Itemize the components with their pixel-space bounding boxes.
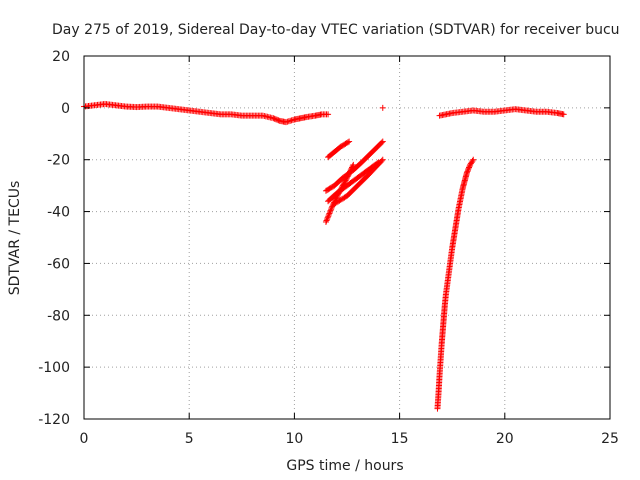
data-point (334, 191, 341, 198)
series-arc-h (434, 156, 477, 412)
axis-ticks (83, 55, 611, 420)
x-axis-label: GPS time / hours (286, 458, 403, 474)
grid (84, 56, 610, 419)
data-point (325, 111, 332, 118)
data-point (343, 176, 350, 183)
data-point (324, 214, 331, 221)
y-tick-label: 0 (61, 101, 70, 117)
data-point (335, 190, 342, 197)
data-point (348, 165, 355, 172)
x-tick-label: 20 (496, 431, 514, 447)
data-point (345, 170, 352, 177)
data-point (378, 139, 385, 146)
data-point (325, 213, 332, 220)
y-tick-label: -40 (47, 205, 70, 221)
data-point (466, 164, 473, 171)
data-point (271, 115, 278, 122)
x-tick-label: 0 (80, 431, 89, 447)
data-point (326, 210, 333, 217)
data-point (341, 178, 348, 185)
data-point (345, 172, 352, 179)
series-arc-a (81, 100, 332, 126)
x-tick-label: 10 (285, 431, 303, 447)
data-point (350, 161, 357, 168)
data-point (470, 156, 477, 163)
data-points (81, 100, 567, 412)
data-point (338, 185, 345, 192)
x-tick-label: 5 (185, 431, 194, 447)
data-point (326, 209, 333, 216)
data-point (274, 116, 281, 123)
data-point (379, 104, 386, 111)
data-point (272, 116, 279, 123)
y-tick-labels: 20 0 -20 -40 -60 -80 -100 -120 (38, 49, 70, 428)
data-point (342, 177, 349, 184)
data-point (349, 164, 356, 171)
data-point (327, 207, 334, 214)
plot-frame (83, 55, 611, 420)
data-point (346, 169, 353, 176)
data-point (341, 180, 348, 187)
data-point (347, 167, 354, 174)
y-tick-label: -80 (47, 308, 70, 324)
data-point (328, 206, 335, 213)
data-point (349, 163, 356, 170)
data-point (275, 117, 282, 124)
data-point (344, 174, 350, 181)
data-point (378, 157, 385, 164)
data-point (270, 115, 277, 122)
data-point (464, 167, 471, 174)
data-point (324, 216, 331, 223)
data-point (323, 217, 330, 224)
data-point (336, 189, 343, 196)
data-point (339, 182, 346, 189)
data-point (379, 156, 386, 163)
data-point (344, 173, 351, 180)
data-point (339, 183, 346, 190)
series-arc-i (436, 106, 567, 119)
series-arc-f (331, 156, 386, 207)
y-tick-label: -100 (38, 360, 70, 376)
data-point (560, 111, 567, 118)
x-tick-label: 15 (391, 431, 409, 447)
series-arc-g (379, 104, 386, 111)
series-arc-b (325, 138, 353, 161)
y-axis-label: SDTVAR / TECUs (7, 181, 23, 296)
data-point (466, 163, 473, 170)
data-point (336, 187, 343, 194)
data-point (347, 168, 354, 175)
y-tick-label: -20 (47, 153, 70, 169)
data-point (463, 169, 470, 176)
data-point (340, 181, 347, 188)
y-tick-label: -120 (38, 412, 70, 428)
data-point (334, 193, 341, 200)
data-point (328, 204, 335, 211)
data-point (464, 168, 471, 175)
y-tick-label: 20 (52, 49, 70, 65)
data-point (379, 138, 386, 145)
x-tick-labels: 0 5 10 15 20 25 (80, 431, 619, 447)
data-point (337, 186, 344, 193)
chart-title: Day 275 of 2019, Sidereal Day-to-day VTE… (52, 22, 620, 38)
data-point (469, 158, 476, 165)
data-point (346, 138, 353, 145)
data-point (322, 218, 329, 225)
data-point (465, 165, 472, 172)
y-tick-label: -60 (47, 256, 70, 272)
data-point (344, 139, 351, 146)
data-point (325, 211, 332, 218)
x-tick-label: 25 (601, 431, 619, 447)
